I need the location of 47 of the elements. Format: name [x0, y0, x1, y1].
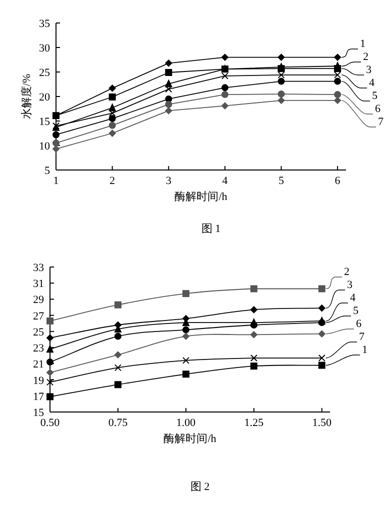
series-label: 1 — [360, 38, 366, 50]
text: 1 — [362, 344, 368, 356]
y-tick-label: 31 — [33, 278, 44, 290]
text: 4 — [350, 292, 356, 304]
y-tick-label: 10 — [39, 140, 50, 152]
y-tick-label: 19 — [33, 374, 44, 387]
text: 5 — [353, 305, 359, 317]
y-tick-label: 20 — [39, 92, 50, 104]
x-axis-title: 酶解时间/h — [174, 190, 228, 203]
caption: 图 2 — [190, 481, 210, 493]
x-tick-label: 2 — [110, 175, 116, 187]
legend-label: 5 — [372, 90, 378, 102]
legend-label: 2 — [363, 51, 368, 63]
text: 7 — [378, 116, 384, 128]
legend-label: 3 — [366, 64, 372, 76]
y-tick-label: 29 — [33, 294, 44, 306]
y-tick-label: 25 — [33, 326, 44, 338]
legend-label: 6 — [356, 318, 362, 330]
x-tick-label: 4 — [222, 175, 228, 187]
x-tick-label: 3 — [166, 175, 172, 187]
legend-label: 4 — [369, 77, 375, 89]
x-tick-label: 1.25 — [244, 417, 264, 429]
text: 3 — [347, 279, 353, 291]
x-tick-label: 0.50 — [40, 417, 60, 429]
y-tick-label: 15 — [39, 116, 50, 128]
x-tick-label: 0.75 — [108, 417, 128, 429]
y-tick-label: 35 — [39, 18, 50, 30]
y-axis-title: 水解度/% — [20, 74, 33, 120]
y-tick-label: 33 — [33, 262, 44, 274]
y-tick-label: 17 — [33, 390, 44, 403]
y-tick-label: 25 — [39, 67, 50, 79]
y-tick-label: 23 — [33, 342, 44, 355]
legend-label: 6 — [375, 103, 381, 115]
y-tick-label: 30 — [39, 42, 50, 54]
y-tick-label: 27 — [33, 310, 44, 322]
caption: 图 1 — [201, 223, 221, 235]
text: 7 — [359, 331, 365, 343]
x-tick-label: 1 — [53, 175, 59, 187]
y-tick-label: 15 — [33, 407, 44, 419]
x-tick-label: 5 — [278, 175, 284, 187]
x-tick-label: 1.50 — [312, 417, 332, 429]
x-tick-label: 6 — [334, 175, 341, 187]
series-label: 2 — [344, 266, 350, 278]
y-tick-label: 21 — [33, 358, 44, 371]
x-tick-label: 1.00 — [176, 417, 196, 429]
x-axis-title: 酶解时间/h — [164, 432, 217, 445]
y-tick-label: 5 — [44, 165, 50, 177]
